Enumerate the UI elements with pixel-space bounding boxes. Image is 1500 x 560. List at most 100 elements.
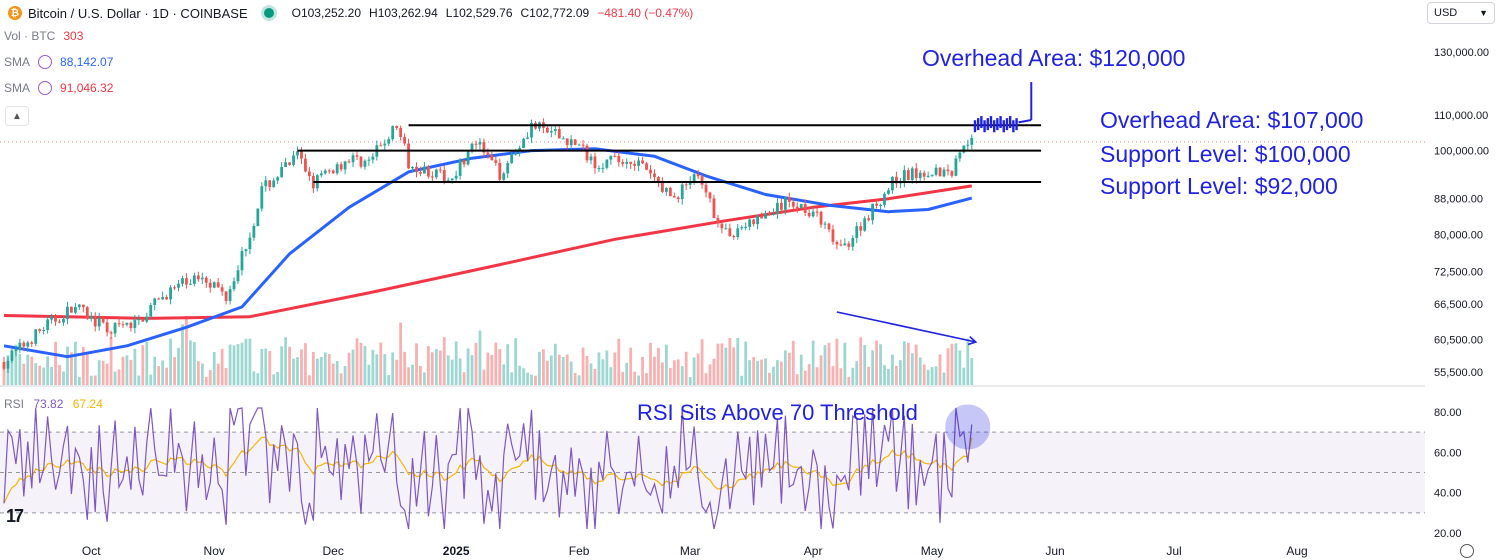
candle-body xyxy=(34,329,38,344)
rsi-legend[interactable]: RSI 73.82 67.24 xyxy=(4,397,103,411)
candle-body xyxy=(42,329,46,331)
volume-bar xyxy=(914,344,918,385)
volume-bar xyxy=(423,372,426,385)
moving-averages xyxy=(3,147,973,359)
candle-body xyxy=(181,278,184,284)
volume-bar xyxy=(803,370,807,385)
volume-bar xyxy=(411,364,414,385)
candle-body xyxy=(403,136,406,144)
volume-bar xyxy=(339,373,343,385)
candle-body xyxy=(157,298,161,300)
volume-bar xyxy=(117,369,121,385)
rsi-tick-label: 60.00 xyxy=(1434,447,1462,459)
candle-body xyxy=(486,152,490,156)
projection-bar xyxy=(996,118,999,131)
volume-bar xyxy=(716,343,720,385)
settings-icon[interactable] xyxy=(1460,544,1474,558)
price-tick-label: 110,000.00 xyxy=(1434,110,1488,122)
bitcoin-icon: ₿ xyxy=(8,6,22,20)
candle-body xyxy=(280,167,284,178)
volume-bar xyxy=(958,350,962,385)
candle-body xyxy=(815,211,819,213)
volume-bar xyxy=(371,349,375,385)
candle-body xyxy=(772,213,775,215)
time-tick-label: 2025 xyxy=(443,544,470,558)
candle-body xyxy=(462,159,466,165)
loading-icon xyxy=(38,55,53,69)
candle-body xyxy=(506,163,510,174)
candle-body xyxy=(300,151,303,159)
collapse-legend-button[interactable]: ▲ xyxy=(5,106,29,126)
candle-body xyxy=(895,176,898,184)
volume-bar xyxy=(157,366,161,385)
candle-body xyxy=(208,282,212,288)
volume-bar xyxy=(891,354,894,385)
volume-bar xyxy=(617,338,621,385)
candle-body xyxy=(617,155,621,163)
volume-bar xyxy=(847,376,851,385)
overhead-120k-label: Overhead Area: $120,000 xyxy=(922,45,1185,71)
ohlc-open: O103,252.20 xyxy=(291,6,362,20)
volume-bar xyxy=(387,375,391,385)
candle-body xyxy=(502,173,506,180)
volume-bar xyxy=(145,341,149,385)
candle-body xyxy=(70,306,73,313)
projection-bar xyxy=(1015,118,1018,131)
candle-body xyxy=(605,159,609,168)
candle-body xyxy=(958,152,962,159)
volume-bar xyxy=(783,350,787,385)
volume-bar xyxy=(383,354,387,385)
volume-bar xyxy=(438,350,442,385)
volume-bar xyxy=(811,340,815,385)
candle-body xyxy=(704,184,708,193)
volume-bar xyxy=(236,344,240,385)
volume-bar xyxy=(14,344,18,385)
volume-bar xyxy=(629,347,633,385)
candle-body xyxy=(438,169,442,171)
candle-body xyxy=(335,164,339,174)
sma-long-legend[interactable]: SMA 91,046.32 xyxy=(4,81,113,95)
volume-legend[interactable]: Vol · BTC 303 xyxy=(4,29,83,43)
volume-bar xyxy=(208,370,212,385)
candle-body xyxy=(426,166,430,177)
candle-body xyxy=(811,211,815,217)
candle-body xyxy=(454,175,458,179)
volume-bar xyxy=(918,357,922,385)
projection-bar xyxy=(1008,116,1012,129)
candle-body xyxy=(966,144,970,146)
volume-bar xyxy=(684,351,688,385)
volume-bar xyxy=(430,352,434,385)
candle-body xyxy=(478,142,482,145)
candle-body xyxy=(430,176,434,178)
symbol-title[interactable]: Bitcoin / U.S. Dollar · 1D · COINBASE xyxy=(28,5,248,21)
candle-body xyxy=(629,161,633,164)
tradingview-logo-icon[interactable]: 17 xyxy=(6,506,24,526)
volume-bar xyxy=(121,356,125,385)
volume-bar xyxy=(97,360,101,385)
candle-body xyxy=(744,226,748,228)
candle-body xyxy=(946,169,950,172)
volume-bar xyxy=(680,366,684,385)
candle-body xyxy=(807,212,811,217)
sma-short-legend[interactable]: SMA 88,142.07 xyxy=(4,55,113,69)
ohlc-high: H103,262.94 xyxy=(369,6,438,20)
candle-body xyxy=(419,172,422,174)
candle-body xyxy=(783,197,787,210)
candle-body xyxy=(708,192,712,199)
candle-body xyxy=(557,129,561,139)
time-axis[interactable]: Oct Nov Dec 2025 Feb Mar Apr May Jun Jul Aug xyxy=(82,544,1308,558)
candle-body xyxy=(954,158,958,176)
candle-body xyxy=(105,322,109,333)
volume-bar xyxy=(879,344,882,385)
volume-bar xyxy=(557,354,561,385)
volume-bar xyxy=(565,354,569,385)
rsi-axis[interactable]: 80.00 60.00 40.00 20.00 xyxy=(1434,407,1462,540)
volume-bar xyxy=(133,348,137,385)
volume-bar xyxy=(288,346,291,385)
volume-bar xyxy=(502,364,506,385)
currency-button[interactable]: USD ▼ xyxy=(1427,2,1495,24)
candle-body xyxy=(875,203,878,206)
volume-bar xyxy=(22,363,26,385)
price-axis[interactable]: 130,000.00 110,000.00 100,000.00 88,000.00 8… xyxy=(1434,47,1489,379)
projection-bar xyxy=(986,118,989,131)
